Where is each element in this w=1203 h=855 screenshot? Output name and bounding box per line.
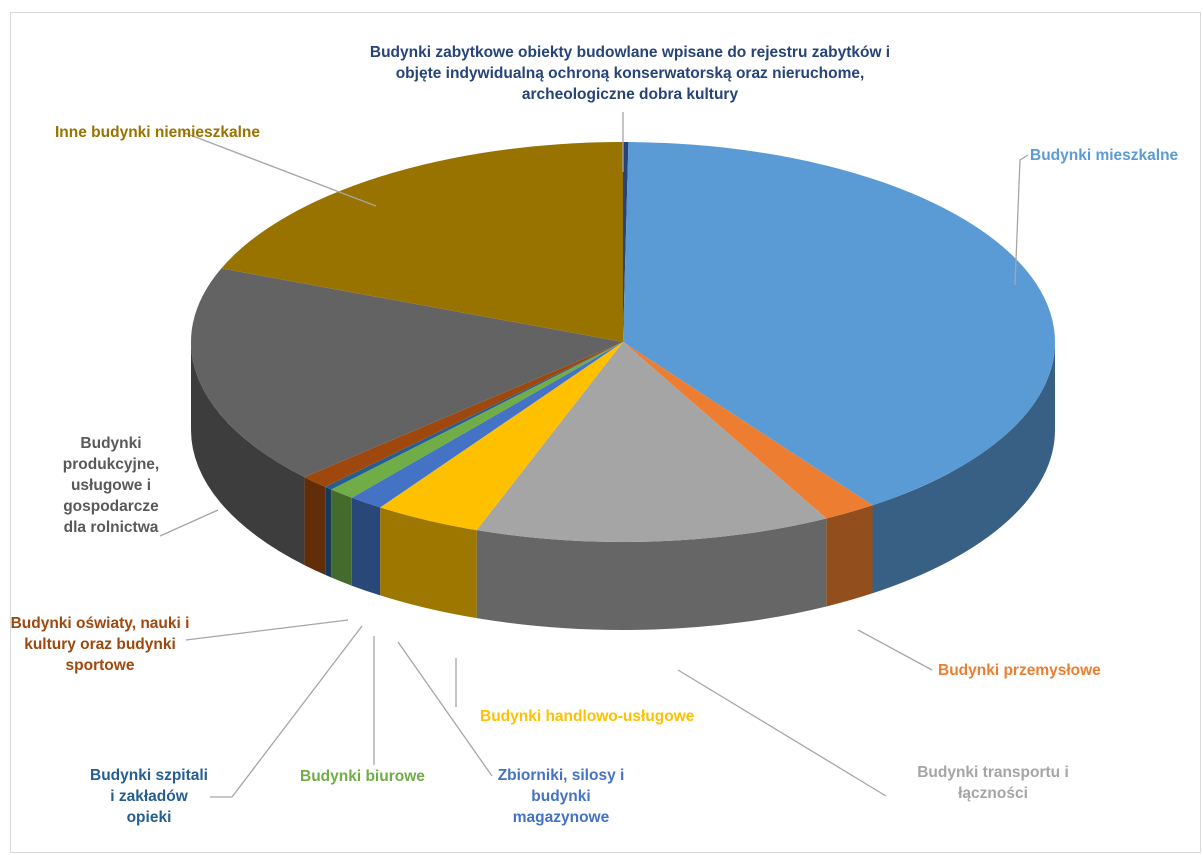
- pie-side-budynki-przemysłowe: [826, 505, 873, 607]
- label-produkcyjne: Budynki produkcyjne, usługowe i gospodar…: [62, 435, 160, 536]
- label-handlowo: Budynki handlowo-usługowe: [480, 708, 695, 725]
- leader-line-budynki-oświaty: [185, 619, 349, 641]
- leader-line-budynki-produkcyjne: [159, 509, 219, 537]
- leader-line-budynki-szpitali: [210, 625, 363, 798]
- pie-slice-budynki-handlowo: [380, 342, 623, 531]
- label-oswiaty: Budynki oświaty, nauki i kultury oraz bu…: [10, 615, 190, 674]
- pie-slice-budynki-szpitali: [325, 342, 623, 490]
- pie-slice-budynki-produkcyjne: [190, 268, 623, 478]
- leader-line-budynki-transportu: [677, 669, 887, 797]
- label-przemyslowe: Budynki przemysłowe: [938, 662, 1101, 679]
- pie-slice-inne-budynki: [221, 142, 624, 342]
- pie-side-budynki-szpitali: [325, 486, 332, 578]
- label-mieszkalne: Budynki mieszkalne: [1030, 147, 1179, 164]
- pie-slice-budynki-mieszkalne: [623, 142, 1055, 506]
- label-zabytkowe: Budynki zabytkowe obiekty budowlane wpis…: [369, 44, 891, 103]
- pie-side-budynki-produkcyjne: [191, 342, 305, 566]
- leader-line-budynki-przemysłowe: [857, 629, 933, 671]
- label-transport: Budynki transportu i łączności: [917, 764, 1069, 802]
- pie-slice-budynki-oświaty: [304, 342, 623, 487]
- label-zbiorniki: Zbiorniki, silosy i budynki magazynowe: [497, 767, 625, 826]
- label-biurowe: Budynki biurowe: [300, 768, 425, 785]
- pie-slice-budynki-przemysłowe: [623, 342, 873, 519]
- pie-side-budynki-handlowo: [380, 507, 477, 619]
- pie-side-budynki-mieszkalne: [872, 342, 1055, 594]
- leader-line-budynki-mieszkalne: [1014, 154, 1029, 286]
- pie-side-budynki-biurowe: [331, 489, 352, 586]
- pie-slice-budynki-biurowe: [331, 342, 623, 498]
- pie-slice-budynki-transportu: [476, 342, 827, 542]
- leader-line-zbiorniki-silosy: [397, 641, 493, 777]
- pie-side-budynki-transportu: [476, 518, 827, 630]
- pie-side-zbiorniki-silosy: [351, 497, 381, 596]
- pie-slice-budynki-zabytkowe: [623, 142, 629, 342]
- pie-side-budynki-oświaty: [304, 477, 326, 575]
- pie-slice-zbiorniki-silosy: [351, 342, 623, 508]
- label-szpitale: Budynki szpitali i zakładów opieki: [90, 767, 208, 826]
- leader-line-inne-budynki: [184, 132, 377, 207]
- label-inne: Inne budynki niemieszkalne: [55, 124, 261, 141]
